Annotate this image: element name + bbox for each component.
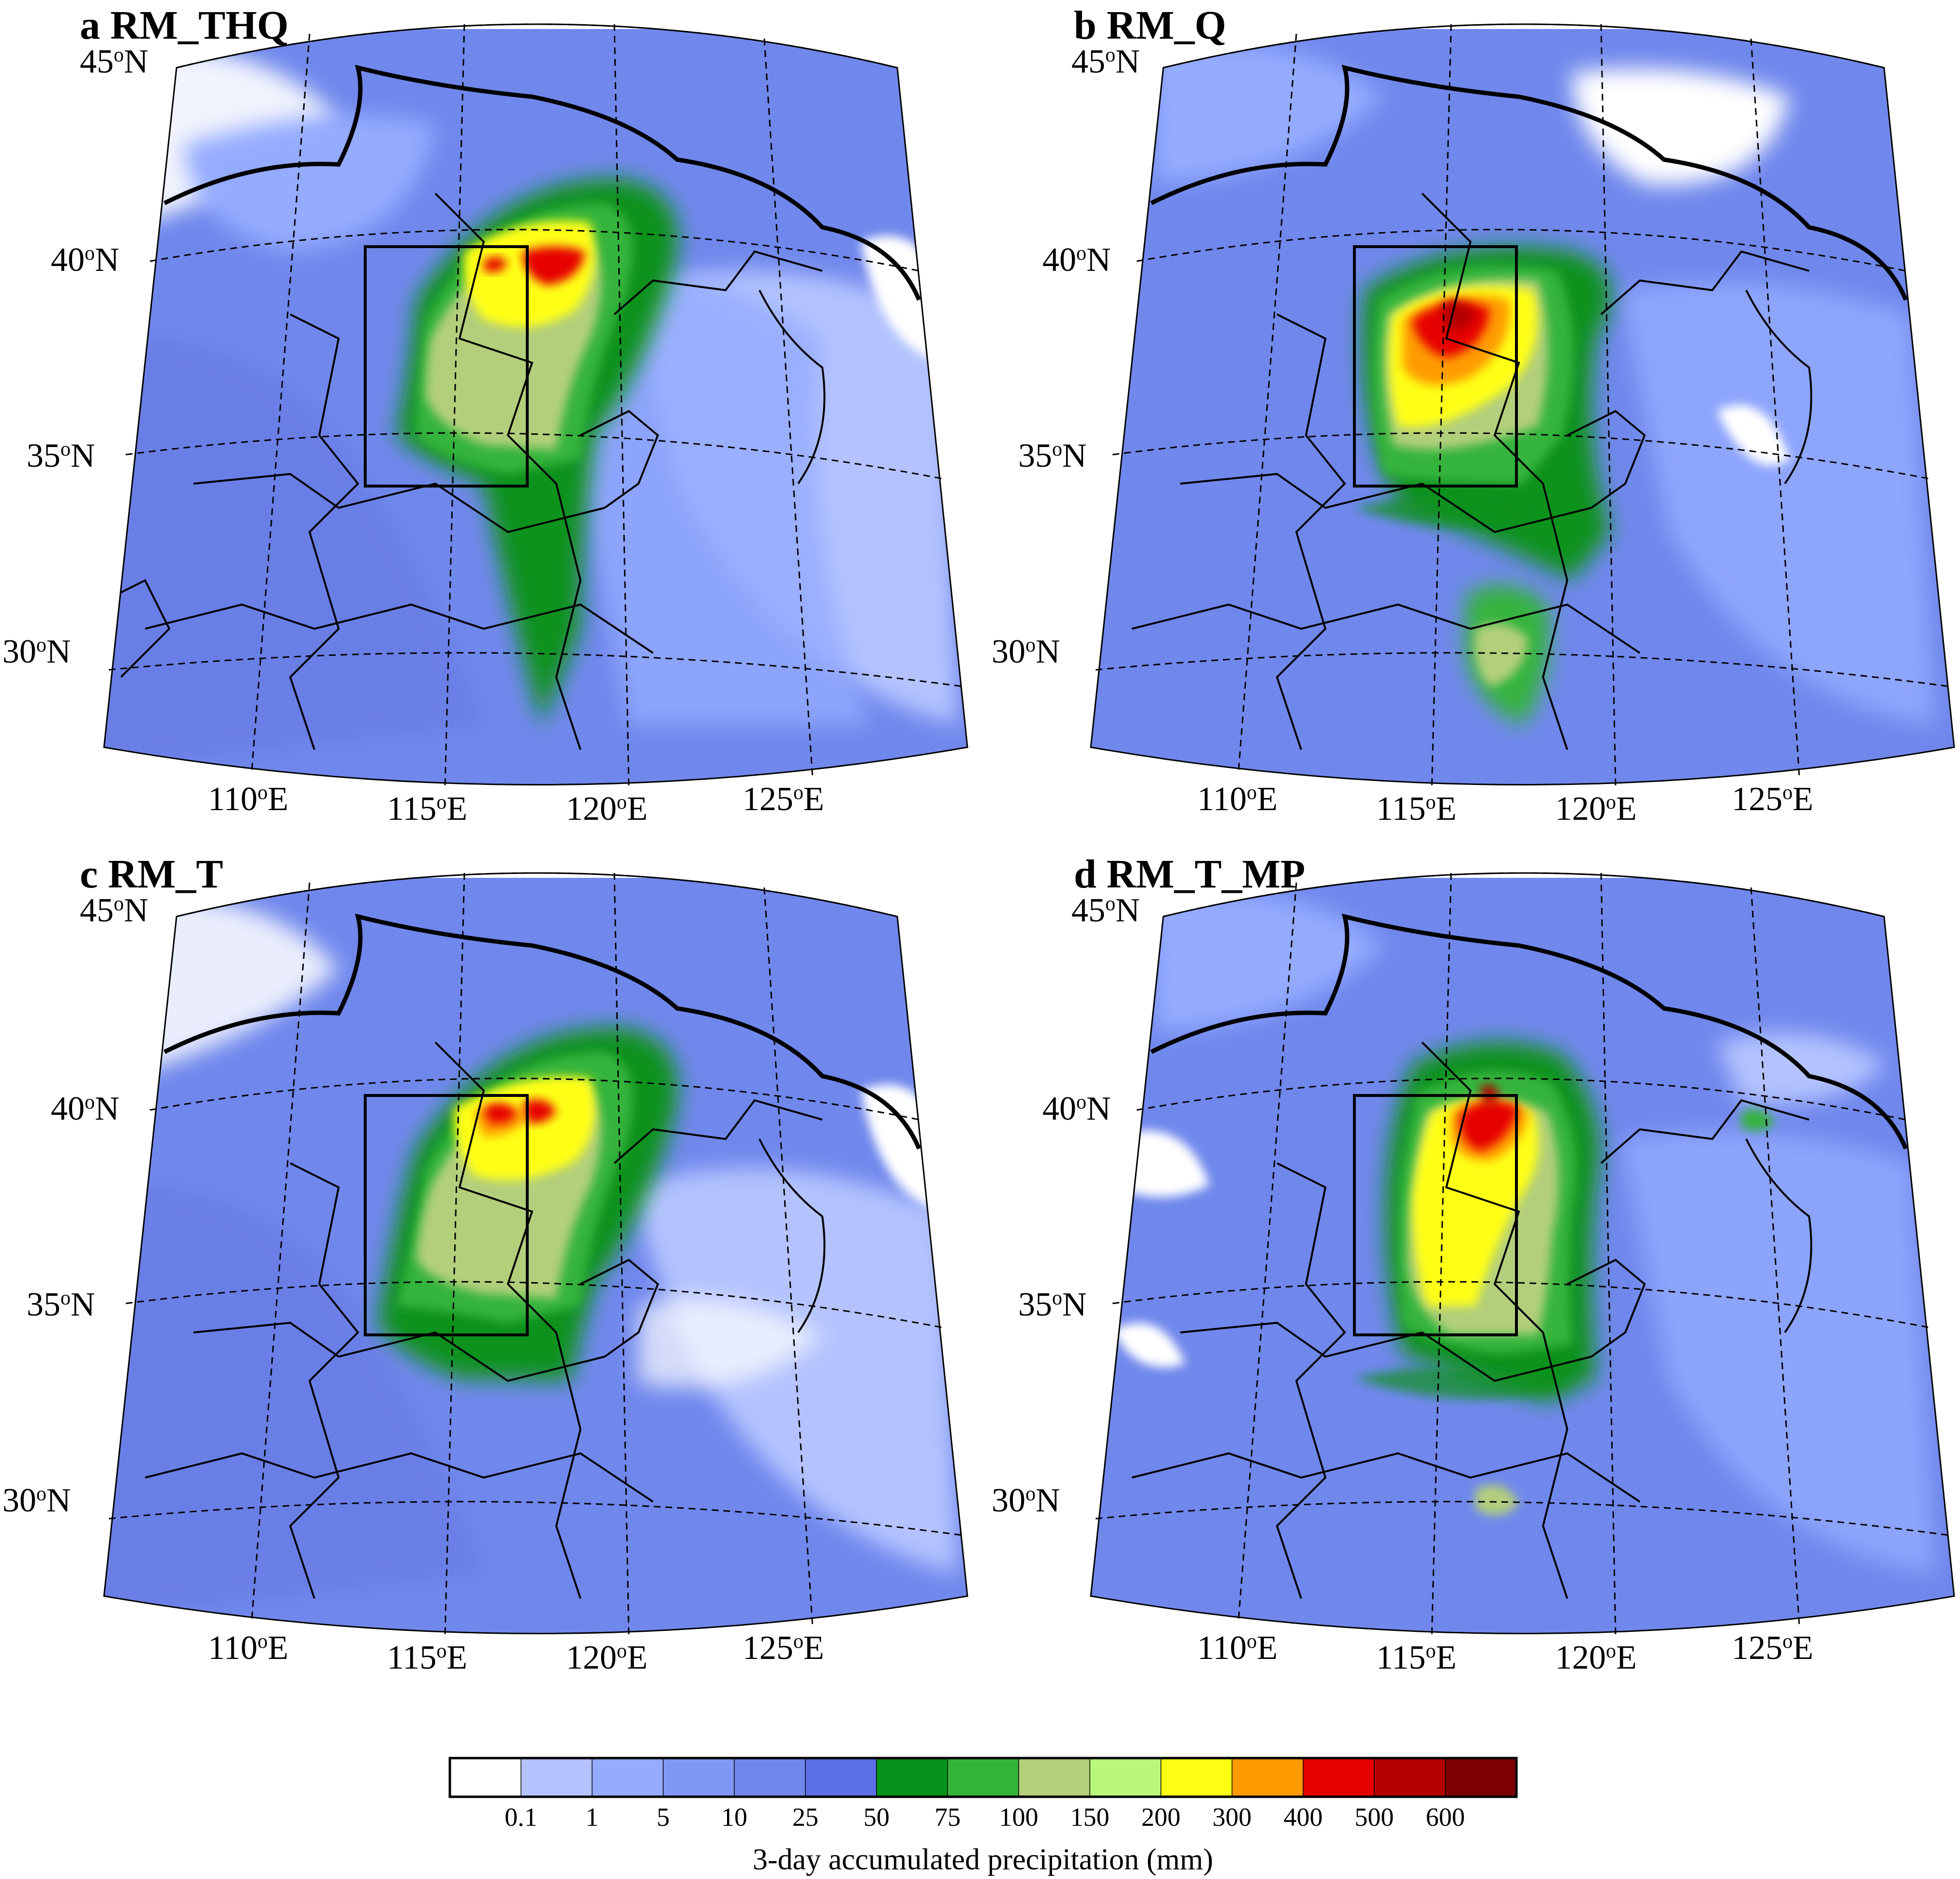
colorbar-swatch [1089,1758,1162,1797]
lat-label-35N: 35oN [27,437,95,474]
boundaries-c [145,913,921,1599]
lon-label-115E: 115oE [1376,790,1456,828]
lon-labels-a: 110oE 115oE 120oE 125oE [208,781,824,828]
panel-title-a: a RM_THQ [80,3,289,48]
lon-label-115E: 115oE [1376,1639,1456,1676]
lat-label-40N: 40oN [1042,1090,1111,1127]
lat-label-45N: 45oN [80,892,148,929]
colorbar-swatches [449,1758,1517,1797]
colorbar-swatch [592,1758,664,1797]
lat-label-30N: 30oN [2,1482,71,1519]
colorbar-swatch [1160,1758,1233,1797]
lon-label-115E: 115oE [387,790,467,828]
lon-label-125E: 125oE [742,781,824,818]
lat-labels-b: 45oN 40oN 35oN 30oN [992,43,1140,670]
analysis-box-c [364,1094,529,1336]
colorbar-frame [448,1757,1518,1798]
colorbar-swatch [1445,1758,1517,1797]
panel-b: b RM_Q [992,3,1955,828]
lon-label-125E: 125oE [742,1629,824,1667]
precip-field-a [104,29,967,785]
lat-labels-d: 45oN 40oN 35oN 30oN [992,892,1140,1519]
colorbar-tick-label: 100 [999,1803,1039,1832]
lat-label-30N: 30oN [992,633,1060,670]
lat-label-35N: 35oN [1018,1286,1087,1323]
colorbar-tick-label: 75 [935,1803,961,1832]
lat-label-30N: 30oN [992,1482,1060,1519]
panel-title-c: c RM_T [80,852,223,897]
lon-label-120E: 120oE [1555,790,1637,828]
colorbar-swatch [520,1758,593,1797]
colorbar-swatch [805,1758,877,1797]
panel-a: a RM_THQ [2,3,968,828]
map-frame-d [1090,872,1955,1634]
lon-label-110E: 110oE [1197,1629,1277,1667]
analysis-box-a [364,245,529,488]
lon-label-115E: 115oE [387,1639,467,1676]
colorbar-tick-label: 25 [792,1803,818,1832]
panel-title-b: b RM_Q [1074,3,1226,48]
colorbar-swatch [1018,1758,1091,1797]
precip-field-b [1091,29,1954,785]
lon-labels-c: 110oE 115oE 120oE 125oE [208,1629,824,1676]
lon-label-120E: 120oE [1555,1639,1637,1676]
lon-label-110E: 110oE [208,781,288,818]
colorbar-tick-label: 500 [1355,1803,1394,1832]
map-frame-a [103,23,968,785]
map-frame-b [1090,23,1955,785]
lon-label-125E: 125oE [1732,1629,1813,1667]
precip-field-d [1091,878,1954,1634]
colorbar-tick-label: 200 [1142,1803,1181,1832]
lat-label-30N: 30oN [2,633,71,670]
panel-title-d: d RM_T_MP [1074,852,1305,897]
colorbar-tick-label: 300 [1213,1803,1252,1832]
colorbar-tick-label: 150 [1070,1803,1110,1832]
lon-label-110E: 110oE [208,1629,288,1667]
colorbar-swatch [449,1758,522,1797]
lat-label-35N: 35oN [1018,437,1087,474]
colorbar-swatch [876,1758,949,1797]
lon-label-120E: 120oE [566,790,648,828]
lon-label-110E: 110oE [1197,781,1277,818]
colorbar-title: 3-day accumulated precipitation (mm) [753,1843,1213,1876]
colorbar-tick-label: 600 [1426,1803,1465,1832]
lat-labels-a: 45oN 40oN 35oN 30oN [2,43,148,670]
colorbar-tick-label: 10 [721,1803,747,1832]
panel-c: c RM_T [2,852,968,1676]
colorbar-tick-labels: 0.1 1 5 10 25 50 75 100 150 200 300 400 500 600 [505,1803,1465,1832]
colorbar-swatch [734,1758,806,1797]
colorbar-swatch [947,1758,1020,1797]
colorbar: 0.1 1 5 10 25 50 75 100 150 200 300 400 500 600 3-day… [448,1757,1518,1876]
colorbar-swatch [1303,1758,1375,1797]
lat-label-40N: 40oN [1042,241,1111,279]
lat-label-45N: 45oN [1071,43,1140,80]
lon-label-120E: 120oE [566,1639,648,1676]
colorbar-swatch [663,1758,735,1797]
colorbar-swatch [1232,1758,1304,1797]
lat-label-45N: 45oN [80,43,148,80]
colorbar-swatch [1374,1758,1446,1797]
panel-d: d RM_T_MP [992,852,1955,1676]
boundaries-d [1131,913,1908,1599]
lat-label-40N: 40oN [51,241,119,279]
analysis-box-b [1353,245,1518,488]
lat-label-45N: 45oN [1071,892,1140,929]
lon-labels-d: 110oE 115oE 120oE 125oE [1197,1629,1813,1676]
analysis-box-d [1353,1094,1518,1336]
colorbar-tick-label: 400 [1284,1803,1323,1832]
colorbar-tick-label: 5 [657,1803,670,1832]
colorbar-tick-label: 1 [586,1803,599,1832]
lat-labels-c: 45oN 40oN 35oN 30oN [2,892,148,1519]
map-frame-c [103,872,968,1634]
precip-field-c [104,878,967,1634]
lat-label-40N: 40oN [51,1090,119,1127]
lon-label-125E: 125oE [1732,781,1813,818]
boundaries-b [1131,64,1908,750]
lat-label-35N: 35oN [27,1286,95,1323]
colorbar-tick-label: 50 [863,1803,890,1832]
colorbar-tick-label: 0.1 [505,1803,537,1832]
lon-labels-b: 110oE 115oE 120oE 125oE [1197,781,1813,828]
